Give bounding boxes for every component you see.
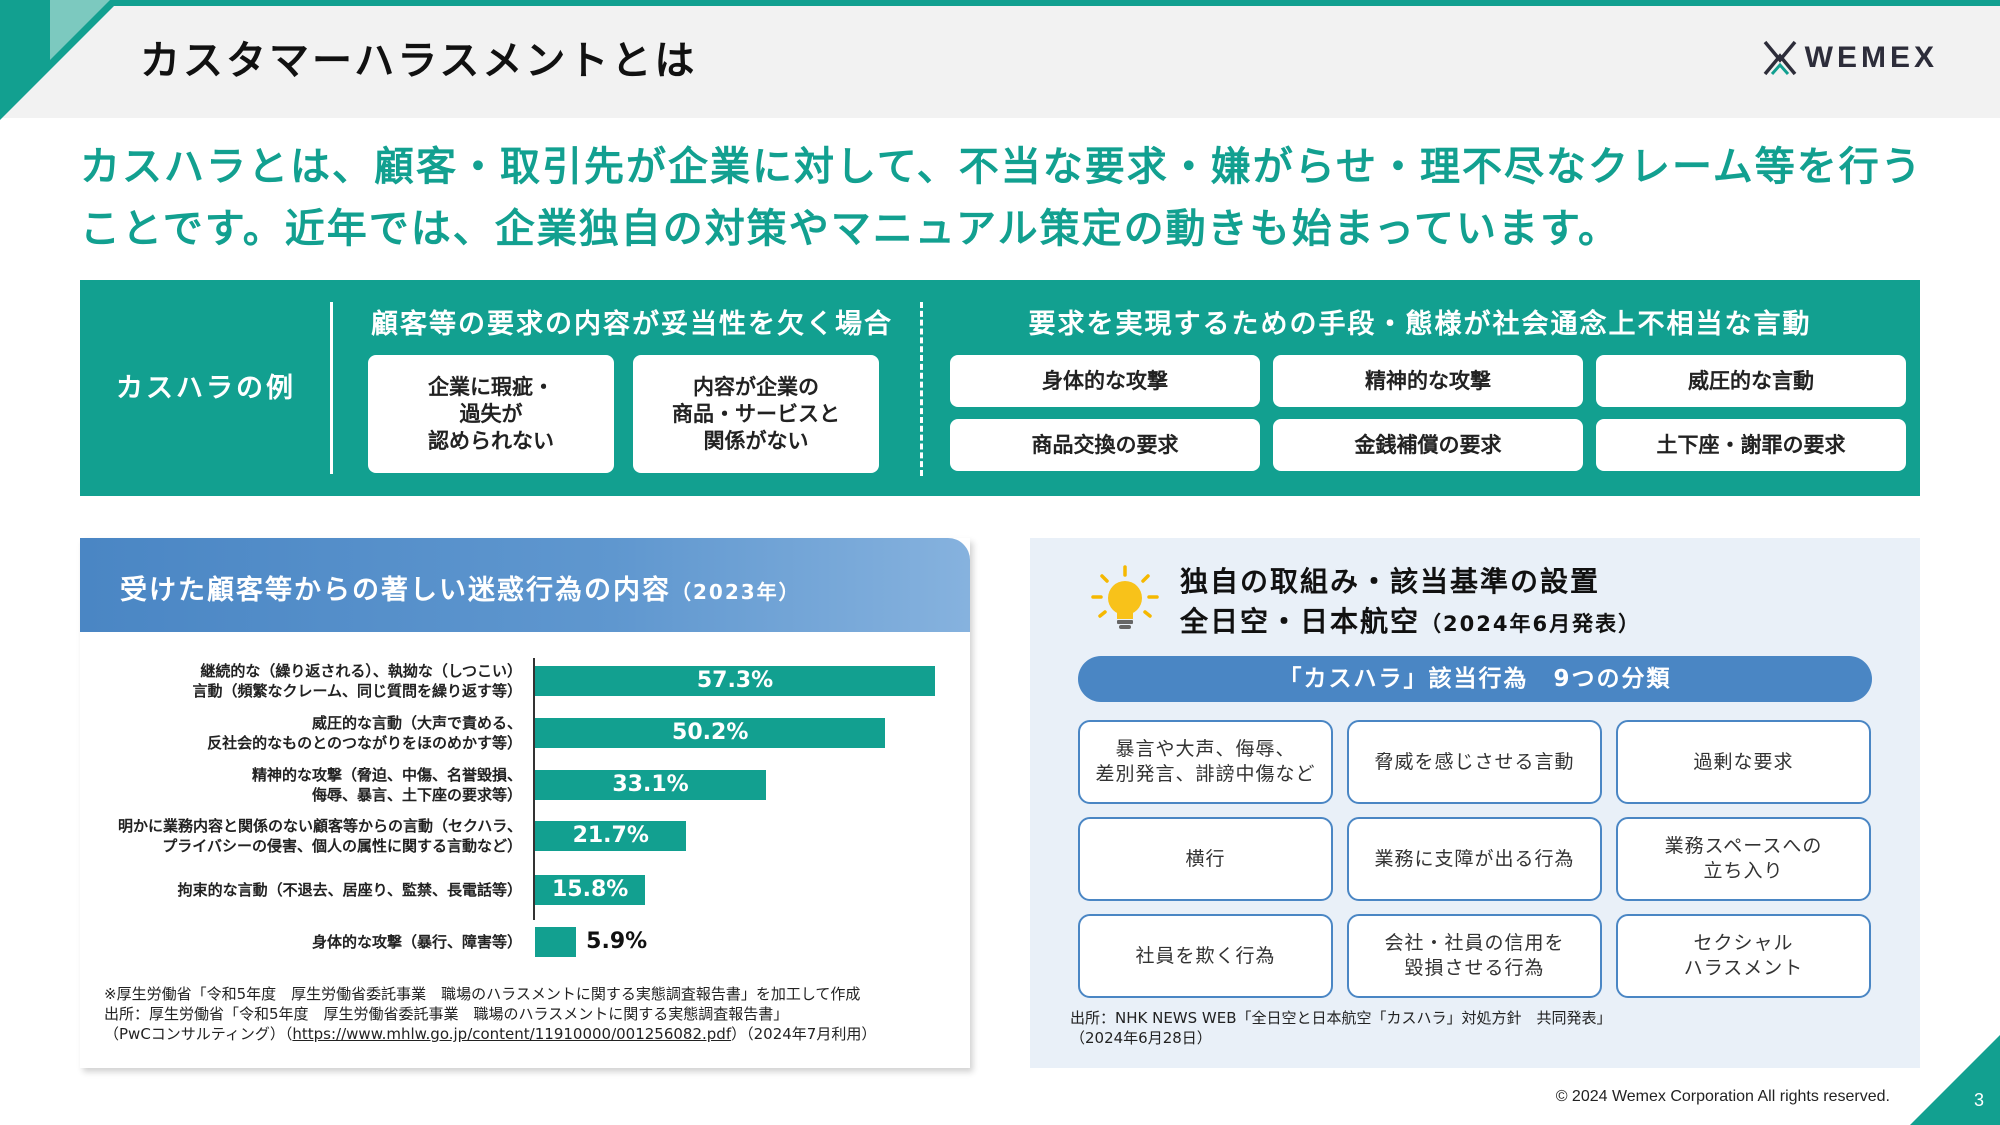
lightbulb-icon <box>1091 565 1159 629</box>
group1-title: 顧客等の要求の内容が妥当性を欠く場合 <box>371 309 893 340</box>
example-card: 身体的な攻撃 <box>950 355 1260 407</box>
criteria-source: 出所：NHK NEWS WEB「全日空と日本航空「カスハラ」対処方針 共同発表」… <box>1070 1008 1612 1048</box>
nuisance-behavior-chart-panel: 受けた顧客等からの著しい迷惑行為の内容（2023年） 継続的な（繰り返される）、… <box>80 538 970 1068</box>
category-card: セクシャル ハラスメント <box>1616 914 1871 998</box>
example-card: 金銭補償の要求 <box>1273 419 1583 471</box>
bar <box>535 666 935 696</box>
bar-category-label: 明かに業務内容と関係のない顧客等からの言動（セクハラ、 プライバシーの侵害、個人… <box>118 817 522 855</box>
bar-value-label: 21.7% <box>572 823 649 848</box>
dashed-divider <box>920 302 923 476</box>
bar-category-label: 精神的な攻撃（脅迫、中傷、名誉毀損、 侮辱、暴言、土下座の要求等） <box>251 766 522 804</box>
logo-text: WEMEX <box>1804 41 1938 74</box>
lead-text: カスハラとは、顧客・取引先が企業に対して、不当な要求・嫌がらせ・理不尽なクレーム… <box>80 144 1923 252</box>
example-card: 精神的な攻撃 <box>1273 355 1583 407</box>
category-card: 暴言や大声、侮辱、 差別発言、誹謗中傷など <box>1078 720 1333 804</box>
category-card: 社員を欺く行為 <box>1078 914 1333 998</box>
bar-value-label: 57.3% <box>696 668 774 693</box>
page-number: 3 <box>1973 1090 1984 1110</box>
source-line: 出所：NHK NEWS WEB「全日空と日本航空「カスハラ」対処方針 共同発表」 <box>1070 1009 1612 1027</box>
bar-value-label: 15.8% <box>551 877 629 902</box>
bar-category-label: 身体的な攻撃（暴行、障害等） <box>311 933 522 951</box>
chart-panel-header: 受けた顧客等からの著しい迷惑行為の内容（2023年） <box>80 538 970 632</box>
top-accent-bar <box>0 0 2000 6</box>
announcement-date: （2024年6月発表） <box>1420 612 1642 636</box>
wemex-logo: WEMEX <box>1763 40 1938 76</box>
bar <box>535 875 646 905</box>
bar <box>535 927 577 957</box>
chart-y-axis <box>533 658 535 920</box>
chart-title-year: （2023年） <box>671 580 801 604</box>
page-title: カスタマーハラスメントとは <box>140 38 698 84</box>
category-card: 横行 <box>1078 817 1333 901</box>
category-card: 過剰な要求 <box>1616 720 1871 804</box>
example-card: 企業に瑕疵・ 過失が 認められない <box>368 355 614 473</box>
category-card: 業務スペースへの 立ち入り <box>1616 817 1871 901</box>
criteria-subtitle: 全日空・日本航空（2024年6月発表） <box>1180 600 1641 640</box>
corner-decoration-light <box>50 0 110 60</box>
example-card: 内容が企業の 商品・サービスと 関係がない <box>633 355 879 473</box>
category-card: 脅威を感じさせる言動 <box>1347 720 1602 804</box>
source-prefix: （PwCコンサルティング）（ <box>104 1025 293 1043</box>
category-card: 業務に支障が出る行為 <box>1347 817 1602 901</box>
airline-criteria-panel: 独自の取組み・該当基準の設置 全日空・日本航空（2024年6月発表） 「カスハラ… <box>1030 538 1920 1068</box>
example-card: 商品交換の要求 <box>950 419 1260 471</box>
airline-names: 全日空・日本航空 <box>1180 605 1421 638</box>
divider-line <box>330 302 333 474</box>
bar-value-label: 50.2% <box>672 720 749 745</box>
chart-notes: ※厚生労働省「令和5年度 厚生労働省委託事業 職場のハラスメントに関する実態調査… <box>104 984 876 1044</box>
example-card: 威圧的な言動 <box>1596 355 1906 407</box>
bar <box>535 770 767 800</box>
bar-value-label: 33.1% <box>612 772 689 797</box>
bar <box>535 821 687 851</box>
chart-title: 受けた顧客等からの著しい迷惑行為の内容（2023年） <box>120 568 801 607</box>
bar-category-label: 拘束的な言動（不退去、居座り、監禁、長電話等） <box>177 881 522 899</box>
chart-note: ※厚生労働省「令和5年度 厚生労働省委託事業 職場のハラスメントに関する実態調査… <box>104 985 861 1003</box>
chart-source-detail: （PwCコンサルティング）（https://www.mhlw.go.jp/con… <box>104 1024 876 1044</box>
bar-value-label: 5.9% <box>586 929 648 954</box>
bar-category-label: 継続的な（繰り返される）、執拗な（しつこい） 言動（頻繁なクレーム、同じ質問を繰… <box>192 662 522 700</box>
examples-label: カスハラの例 <box>116 373 296 404</box>
source-date: （2024年6月28日） <box>1070 1029 1212 1047</box>
header-band <box>0 6 2000 118</box>
harassment-examples-panel: カスハラの例 顧客等の要求の内容が妥当性を欠く場合 要求を実現するための手段・態… <box>80 280 1920 496</box>
source-suffix: ）（2024年7月利用） <box>731 1025 877 1043</box>
bar <box>535 718 886 748</box>
criteria-title: 独自の取組み・該当基準の設置 <box>1180 565 1601 598</box>
example-card: 土下座・謝罪の要求 <box>1596 419 1906 471</box>
corner-decoration-bottom <box>1910 1035 2000 1125</box>
category-card: 会社・社員の信用を 毀損させる行為 <box>1347 914 1602 998</box>
group2-title: 要求を実現するための手段・態様が社会通念上不相当な言動 <box>1028 309 1812 340</box>
copyright: © 2024 Wemex Corporation All rights rese… <box>1555 1088 1890 1105</box>
bar-category-label: 威圧的な言動（大声で責める、 反社会的なものとのつながりをほのめかす等） <box>207 714 522 752</box>
chart-title-text: 受けた顧客等からの著しい迷惑行為の内容 <box>120 575 671 606</box>
wemex-logo-icon <box>1763 40 1797 76</box>
classification-pill: 「カスハラ」該当行為 9つの分類 <box>1078 656 1872 702</box>
source-link[interactable]: https://www.mhlw.go.jp/content/11910000/… <box>292 1025 732 1043</box>
chart-source: 出所：厚生労働省「令和5年度 厚生労働省委託事業 職場のハラスメントに関する実態… <box>104 1005 789 1023</box>
